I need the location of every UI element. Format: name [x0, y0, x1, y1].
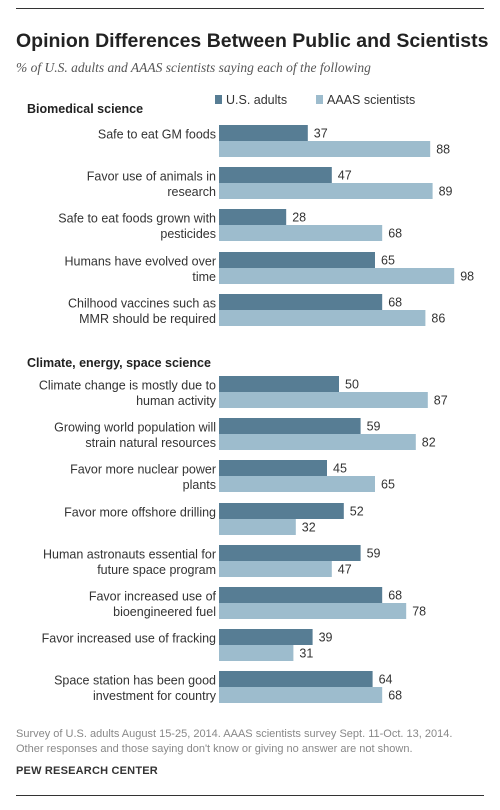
data-label: 88 — [436, 143, 450, 157]
bar — [219, 125, 308, 141]
group-heading: Biomedical science — [27, 102, 143, 116]
bar — [219, 310, 426, 326]
category-label: MMR should be required — [79, 312, 216, 326]
category-label: bioengineered fuel — [113, 605, 216, 619]
bar — [219, 629, 313, 645]
bar — [219, 671, 373, 687]
bar — [219, 460, 327, 476]
source-label: PEW RESEARCH CENTER — [16, 765, 158, 777]
data-label: 28 — [292, 211, 306, 225]
data-label: 59 — [367, 547, 381, 561]
category-label: pesticides — [160, 227, 216, 241]
category-label: investment for country — [93, 689, 217, 703]
data-label: 37 — [314, 127, 328, 141]
data-label: 89 — [439, 185, 453, 199]
data-label: 82 — [422, 436, 436, 450]
data-label: 68 — [388, 227, 402, 241]
bar — [219, 545, 361, 561]
data-label: 64 — [379, 673, 393, 687]
data-label: 45 — [333, 462, 347, 476]
category-label: Humans have evolved over — [65, 255, 216, 269]
category-label: plants — [183, 478, 216, 492]
category-label: Chilhood vaccines such as — [68, 297, 216, 311]
data-label: 39 — [319, 631, 333, 645]
category-label: Favor use of animals in — [87, 170, 216, 184]
bar — [219, 476, 375, 492]
legend-label: AAAS scientists — [327, 93, 415, 107]
category-label: Favor increased use of — [89, 590, 217, 604]
top-rule — [16, 8, 484, 9]
data-label: 68 — [388, 589, 402, 603]
category-label: Space station has been good — [54, 674, 216, 688]
bar — [219, 603, 407, 619]
bar — [219, 376, 339, 392]
data-label: 68 — [388, 296, 402, 310]
data-label: 32 — [302, 521, 316, 535]
bar — [219, 225, 383, 241]
category-label: Favor more nuclear power — [70, 463, 216, 477]
bar — [219, 183, 433, 199]
category-label: future space program — [97, 563, 216, 577]
bar — [219, 167, 332, 183]
data-label: 31 — [299, 647, 313, 661]
bar — [219, 687, 383, 703]
data-label: 50 — [345, 378, 359, 392]
data-label: 47 — [338, 563, 352, 577]
data-label: 87 — [434, 394, 448, 408]
data-label: 86 — [431, 312, 445, 326]
category-label: Climate change is mostly due to — [39, 379, 216, 393]
survey-note: Survey of U.S. adults August 15-25, 2014… — [16, 727, 486, 757]
bar — [219, 645, 294, 661]
data-label: 59 — [367, 420, 381, 434]
group-heading: Climate, energy, space science — [27, 356, 211, 370]
category-label: Growing world population will — [54, 421, 216, 435]
bar — [219, 587, 383, 603]
data-label: 98 — [460, 270, 474, 284]
category-label: Human astronauts essential for — [43, 548, 216, 562]
data-label: 65 — [381, 254, 395, 268]
category-label: Favor more offshore drilling — [64, 506, 216, 520]
category-label: Safe to eat foods grown with — [58, 212, 216, 226]
data-label: 47 — [338, 169, 352, 183]
legend-label: U.S. adults — [226, 93, 287, 107]
category-label: Safe to eat GM foods — [98, 128, 216, 142]
bar — [219, 519, 296, 535]
data-label: 52 — [350, 505, 364, 519]
bar-chart: U.S. adults AAAS scientists Biomedical sci… — [27, 93, 474, 703]
data-label: 65 — [381, 478, 395, 492]
bar — [219, 392, 428, 408]
bar — [219, 561, 332, 577]
data-label: 78 — [412, 605, 426, 619]
category-label: time — [192, 270, 216, 284]
bar — [219, 418, 361, 434]
legend-swatch — [215, 95, 222, 104]
chart-title: Opinion Differences Between Public and S… — [16, 30, 489, 52]
bar — [219, 141, 431, 157]
category-label: Favor increased use of fracking — [42, 632, 216, 646]
survey-note-line-1: Survey of U.S. adults August 15-25, 2014… — [16, 728, 453, 740]
bar — [219, 209, 287, 225]
data-label: 68 — [388, 689, 402, 703]
category-label: research — [167, 185, 216, 199]
bottom-rule — [16, 795, 484, 796]
bar — [219, 503, 344, 519]
category-label: human activity — [136, 394, 217, 408]
bar — [219, 434, 416, 450]
bar — [219, 268, 455, 284]
legend-swatch — [316, 95, 323, 104]
chart-subtitle: % of U.S. adults and AAAS scientists say… — [16, 60, 371, 75]
bar — [219, 252, 375, 268]
category-label: strain natural resources — [85, 436, 216, 450]
bar — [219, 294, 383, 310]
survey-note-line-2: Other responses and those saying don't k… — [16, 743, 413, 755]
